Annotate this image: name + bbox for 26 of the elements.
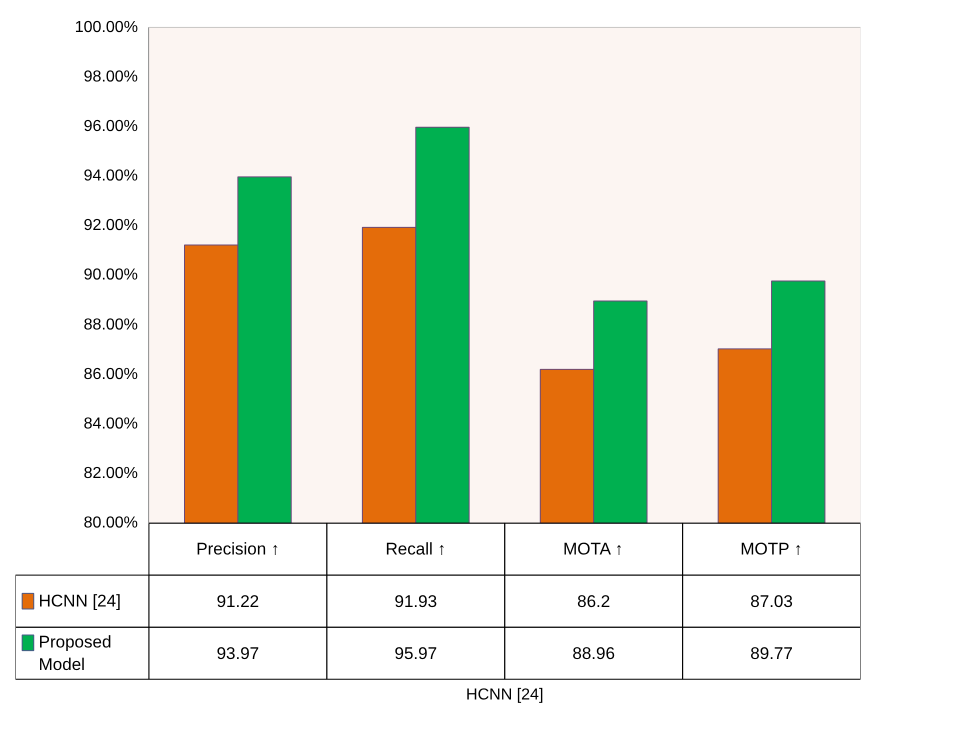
- y-tick-label: 80.00%: [84, 514, 138, 532]
- y-tick-label: 86.00%: [84, 366, 138, 383]
- y-tick-label: 82.00%: [84, 465, 138, 482]
- data-label: 91.93: [394, 592, 438, 612]
- legend-label: Proposed Model: [38, 632, 112, 674]
- y-tick-label: 84.00%: [84, 415, 138, 432]
- y-tick-label: 94.00%: [84, 168, 138, 185]
- x-tick-label: Precision ↑: [196, 540, 280, 559]
- data-label: 86.2: [577, 592, 610, 612]
- x-tick-label: MOTP ↑: [740, 540, 802, 559]
- data-label: 93.97: [216, 644, 260, 664]
- y-tick-label: 100.00%: [74, 18, 138, 36]
- data-label: 88.96: [572, 644, 615, 664]
- data-label: 91.22: [216, 592, 260, 612]
- legend-label: HCNN [24]: [38, 592, 121, 611]
- text: HCNN [24]: [466, 686, 544, 704]
- data-label: 87.03: [750, 592, 793, 612]
- y-tick-label: 92.00%: [84, 217, 138, 234]
- data-label: 89.77: [750, 644, 793, 664]
- y-tick-label: 88.00%: [84, 316, 138, 334]
- y-tick-label: 96.00%: [84, 118, 138, 136]
- data-label: 95.97: [394, 644, 438, 664]
- x-tick-label: MOTA ↑: [563, 540, 624, 559]
- y-tick-label: 90.00%: [84, 266, 138, 284]
- x-tick-label: Recall ↑: [386, 540, 446, 559]
- y-tick-label: 98.00%: [84, 68, 138, 86]
